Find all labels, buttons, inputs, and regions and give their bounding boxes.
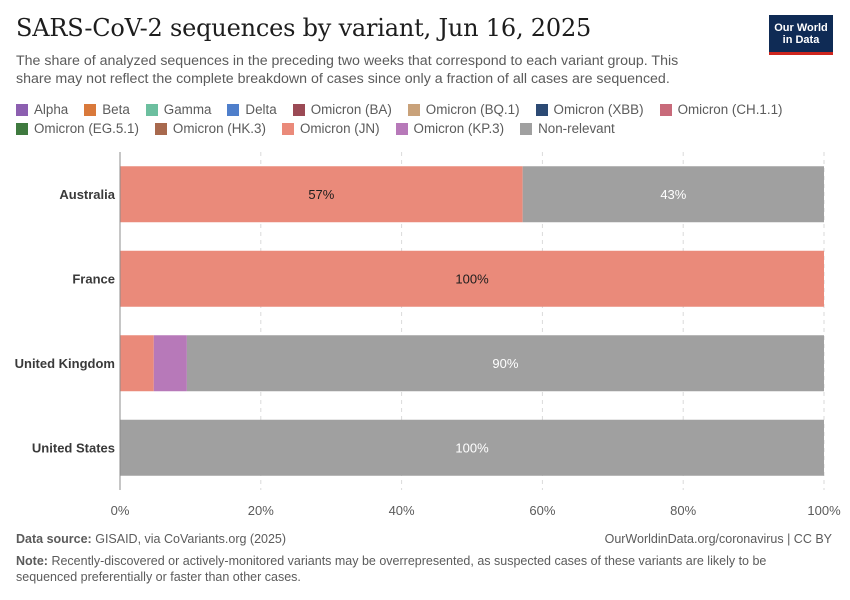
bar-segment — [120, 419, 824, 476]
bar-segment — [120, 250, 824, 307]
bar-segment — [186, 335, 824, 392]
legend-label: Omicron (EG.5.1) — [34, 121, 139, 136]
chart-subtitle: The share of analyzed sequences in the p… — [16, 53, 679, 87]
data-label: 100% — [455, 271, 489, 286]
legend-label: Omicron (BQ.1) — [425, 102, 520, 117]
legend-item[interactable]: Omicron (BA) — [292, 101, 392, 118]
legend-label: Omicron (KP.3) — [413, 121, 505, 136]
bar-segment — [522, 166, 824, 223]
legend-item[interactable]: Delta — [227, 101, 277, 118]
legend-swatch — [395, 122, 408, 135]
data-label: 90% — [492, 356, 518, 371]
x-tick-label: 40% — [389, 503, 415, 518]
bar-segment — [120, 335, 154, 392]
bar-segment — [153, 335, 187, 392]
legend-item[interactable]: Beta — [84, 101, 130, 118]
legend-item[interactable]: Omicron (CH.1.1) — [659, 101, 783, 118]
legend-label: Omicron (BA) — [310, 102, 392, 117]
legend-item[interactable]: Omicron (XBB) — [535, 101, 644, 118]
legend-swatch — [227, 103, 240, 116]
legend-swatch — [84, 103, 97, 116]
x-tick-label: 0% — [111, 503, 130, 518]
legend-item[interactable]: Omicron (JN) — [281, 120, 380, 137]
legend-item[interactable]: Omicron (HK.3) — [154, 120, 266, 137]
legend-swatch — [535, 103, 548, 116]
legend-swatch — [16, 122, 28, 135]
note-label: Note: — [16, 554, 48, 568]
chart-svg: 0% 20% 40% 60% 80% 100% Australia 57% 43% France 1… — [15, 152, 841, 518]
data-label: 43% — [660, 187, 686, 202]
data-label: 100% — [455, 440, 489, 455]
x-tick-label: 80% — [670, 503, 696, 518]
note-text: Recently-discovered or actively-monitore… — [16, 554, 767, 584]
legend-label: Omicron (XBB) — [553, 102, 644, 117]
x-tick-label: 20% — [248, 503, 274, 518]
legend-swatch — [292, 103, 305, 116]
x-tick-label: 100% — [807, 503, 841, 518]
category-label: Australia — [59, 187, 115, 202]
legend-swatch — [407, 103, 420, 116]
logo-line-2: in Data — [782, 33, 820, 46]
legend-label: Omicron (CH.1.1) — [677, 102, 783, 117]
bar-segment — [120, 166, 523, 223]
legend-label: Alpha — [34, 102, 69, 117]
source-label: Data source: — [16, 532, 92, 546]
legend-swatch — [145, 103, 158, 116]
legend-label: Delta — [245, 102, 277, 117]
legend-swatch — [281, 122, 294, 135]
legend-swatch — [16, 103, 28, 116]
category-label: United States — [32, 440, 115, 455]
legend-item[interactable]: Non-relevant — [520, 120, 615, 137]
legend-swatch — [154, 122, 167, 135]
x-tick-label: 60% — [529, 503, 555, 518]
footnote: Note: Recently-discovered or actively-mo… — [16, 553, 816, 585]
legend-item[interactable]: Omicron (KP.3) — [395, 120, 505, 137]
data-label: 57% — [308, 187, 334, 202]
logo-line-1: Our World — [774, 21, 828, 34]
chart-title: SARS-CoV-2 sequences by variant, Jun 16,… — [16, 14, 592, 42]
legend-label: Gamma — [163, 102, 212, 117]
legend-label: Omicron (JN) — [299, 121, 380, 136]
legend-item[interactable]: Gamma — [145, 101, 212, 118]
source-text: GISAID, via CoVariants.org (2025) — [95, 532, 287, 546]
owid-url[interactable]: OurWorldinData.org/coronavirus | CC BY — [604, 532, 832, 546]
chart-legend: Alpha Beta Gamma Delta Omicron (BA) Omicron (… — [16, 101, 836, 137]
owid-logo[interactable]: Our World in Data — [769, 15, 833, 55]
category-label: United Kingdom — [15, 356, 115, 371]
legend-label: Non-relevant — [538, 121, 615, 136]
data-source: Data source: GISAID, via CoVariants.org … — [16, 532, 286, 546]
legend-item[interactable]: Omicron (BQ.1) — [407, 101, 520, 118]
legend-label: Beta — [102, 102, 130, 117]
legend-swatch — [520, 122, 533, 135]
legend-label: Omicron (HK.3) — [172, 121, 266, 136]
legend-item[interactable]: Alpha — [16, 101, 68, 118]
legend-item[interactable]: Omicron (EG.5.1) — [16, 120, 139, 137]
category-label: France — [72, 271, 115, 286]
legend-swatch — [659, 103, 672, 116]
